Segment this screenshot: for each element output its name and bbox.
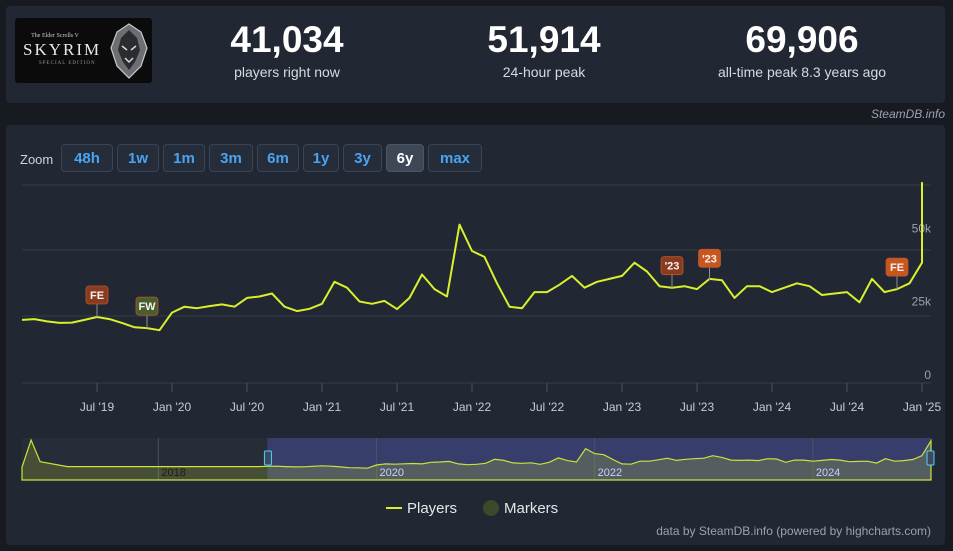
marker-flag[interactable]: FE: [885, 257, 909, 290]
chart-markers: FE FW '23 '23 FE: [85, 248, 909, 329]
steamdb-credit[interactable]: SteamDB.info: [870, 107, 945, 121]
x-tick-label: Jul '24: [830, 400, 865, 414]
x-tick-label: Jan '22: [453, 400, 492, 414]
marker-flag[interactable]: '23: [660, 256, 684, 288]
x-tick-label: Jan '25: [903, 400, 942, 414]
current-players-value: 41,034: [230, 19, 344, 60]
x-axis-ticks: [96, 383, 923, 392]
x-tick-label: Jan '20: [153, 400, 192, 414]
navigator-gridlines: [157, 438, 814, 480]
all-time-peak-value: 69,906: [745, 19, 859, 60]
logo-edition: SPECIAL EDITION: [39, 61, 96, 66]
zoom-button-6m[interactable]: 6m: [257, 144, 299, 172]
marker-flag[interactable]: FE: [85, 285, 109, 317]
all-time-peak-label: all-time peak 8.3 years ago: [717, 64, 887, 80]
stats-bar: [6, 6, 945, 103]
legend-players-label[interactable]: Players: [407, 500, 457, 517]
game-logo[interactable]: The Elder Scrolls V SKYRIM SPECIAL EDITI…: [15, 18, 152, 83]
zoom-button-max[interactable]: max: [428, 144, 482, 172]
zoom-button-3m[interactable]: 3m: [209, 144, 253, 172]
stat-24h-peak: 51,914 24-hour peak: [429, 19, 659, 81]
navigator-right-handle[interactable]: [926, 450, 935, 466]
x-tick-label: Jul '23: [680, 400, 715, 414]
dragon-emblem-icon: [110, 23, 148, 79]
legend-markers-swatch[interactable]: [483, 500, 499, 516]
x-tick-label: Jul '21: [380, 400, 415, 414]
zoom-button-1m[interactable]: 1m: [163, 144, 205, 172]
chart-gridlines: [22, 184, 931, 384]
series-line-players: [21, 182, 923, 332]
peak-24h-value: 51,914: [487, 19, 601, 60]
x-tick-label: Jul '20: [230, 400, 265, 414]
navigator-year-label: 2018: [161, 467, 185, 479]
marker-label: FE: [890, 262, 904, 274]
y-tick-label: 25k: [912, 295, 932, 309]
legend-markers-label[interactable]: Markers: [504, 500, 558, 517]
x-tick-label: Jul '19: [80, 400, 115, 414]
zoom-button-6y[interactable]: 6y: [386, 144, 424, 172]
logo-subtitle: The Elder Scrolls V: [31, 33, 79, 39]
navigator-series-line: [21, 438, 932, 481]
zoom-button-1y[interactable]: 1y: [303, 144, 339, 172]
x-tick-label: Jan '23: [603, 400, 642, 414]
x-tick-label: Jan '24: [753, 400, 792, 414]
y-tick-label: 0: [924, 368, 931, 382]
marker-flag[interactable]: FW: [135, 296, 159, 329]
navigator-year-label: 2024: [816, 467, 840, 479]
marker-label: '23: [665, 261, 680, 273]
navigator-selected-range[interactable]: [267, 438, 931, 480]
peak-24h-label: 24-hour peak: [502, 64, 586, 80]
navigator-left-handle[interactable]: [263, 450, 272, 466]
highcharts-credit[interactable]: data by SteamDB.info (powered by highcha…: [656, 524, 931, 538]
stat-all-time-peak: 69,906 all-time peak 8.3 years ago: [687, 19, 917, 81]
navigator-year-label: 2022: [598, 467, 622, 479]
stat-current-players: 41,034 players right now: [172, 19, 402, 81]
zoom-button-48h[interactable]: 48h: [61, 144, 113, 172]
x-axis-labels: Jul '19 Jan '20 Jul '20 Jan '21 Jul '21 Jan '…: [80, 400, 942, 414]
zoom-button-1w[interactable]: 1w: [117, 144, 159, 172]
marker-label: '23: [702, 253, 717, 265]
x-tick-label: Jan '21: [303, 400, 342, 414]
logo-title: SKYRIM: [23, 40, 102, 59]
navigator-labels: 2018 2020 2022 2024: [161, 467, 840, 479]
marker-label: FW: [138, 301, 156, 313]
current-players-label: players right now: [234, 64, 340, 80]
navigator-year-label: 2020: [380, 467, 404, 479]
zoom-button-3y[interactable]: 3y: [343, 144, 382, 172]
x-tick-label: Jul '22: [530, 400, 565, 414]
zoom-label: Zoom: [20, 152, 54, 167]
marker-flag[interactable]: '23: [698, 248, 721, 281]
marker-label: FE: [90, 290, 104, 302]
